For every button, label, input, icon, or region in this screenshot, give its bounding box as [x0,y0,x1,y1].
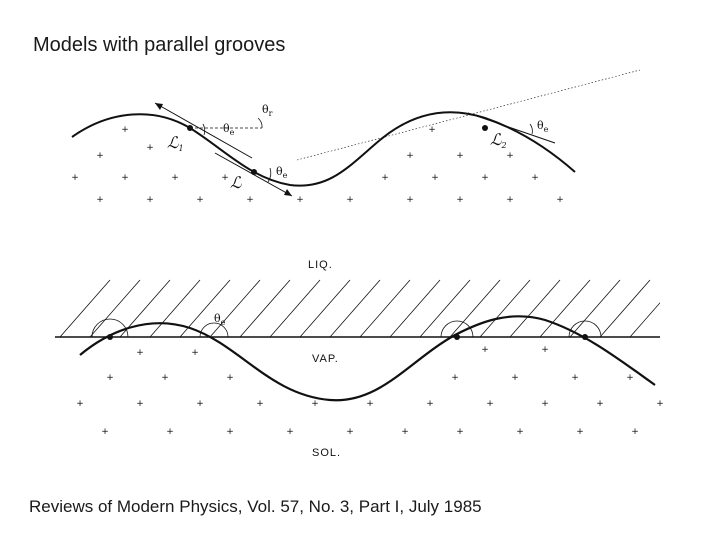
top-panel: θr θe θe θe ℒ1 ℒ ℒ2 + + + + + + + + + + … [71,69,641,205]
svg-text:+: + [246,195,254,205]
svg-text:+: + [556,195,564,205]
svg-text:+: + [96,195,104,205]
svg-text:+: + [101,427,109,437]
contact-point [107,334,113,340]
svg-text:+: + [631,427,639,437]
svg-text:+: + [486,399,494,409]
svg-text:+: + [146,143,154,153]
svg-text:+: + [456,195,464,205]
svg-text:+: + [171,173,179,183]
theta-e-label: θe [214,312,226,327]
svg-text:+: + [161,373,169,383]
svg-text:+: + [596,399,604,409]
svg-text:+: + [541,345,549,355]
liquid-label: LIQ. [308,259,333,271]
svg-text:+: + [76,399,84,409]
svg-text:+: + [346,195,354,205]
top-groove-profile [71,111,576,187]
svg-text:+: + [191,348,199,358]
svg-text:+: + [136,348,144,358]
svg-text:+: + [531,173,539,183]
tangent-l-label: ℒ [230,173,242,192]
svg-text:+: + [481,173,489,183]
tangent-l1-label: ℒ1 [167,133,184,153]
svg-text:+: + [346,427,354,437]
svg-text:+: + [121,173,129,183]
svg-text:+: + [196,195,204,205]
svg-text:+: + [96,151,104,161]
contact-point [251,169,257,175]
svg-text:+: + [226,373,234,383]
bottom-groove-profile [79,315,656,402]
bottom-panel: LIQ. [55,259,664,459]
svg-text:+: + [431,173,439,183]
svg-text:+: + [136,399,144,409]
angle-arc [199,322,229,338]
contact-point [582,334,588,340]
angle-arc [91,318,129,338]
svg-text:+: + [428,125,436,135]
angle-arc [267,167,272,183]
vapor-label: VAP. [312,353,339,365]
slide-title: Models with parallel grooves [33,34,286,56]
theta-e-label: θe [537,119,549,134]
tangent-line-l1 [154,102,253,159]
svg-text:+: + [541,399,549,409]
svg-text:+: + [451,373,459,383]
svg-text:+: + [311,399,319,409]
svg-text:+: + [381,173,389,183]
svg-text:+: + [456,427,464,437]
angle-arc [568,320,602,338]
svg-text:+: + [576,427,584,437]
citation-caption: Reviews of Modern Physics, Vol. 57, No. … [29,497,482,516]
contact-point [482,125,488,131]
svg-text:+: + [296,195,304,205]
bottom-solid-markers: + + + + + + + + + + + + + + + + + + + + … [76,345,664,437]
svg-text:+: + [516,427,524,437]
svg-text:+: + [426,399,434,409]
svg-text:+: + [226,427,234,437]
svg-text:+: + [481,345,489,355]
theta-e-label: θe [223,122,235,137]
svg-text:+: + [571,373,579,383]
svg-text:+: + [146,195,154,205]
top-solid-markers: + + + + + + + + + + + + + + + + + + + + … [71,125,564,205]
theta-r-label: θr [262,103,273,118]
svg-text:+: + [106,373,114,383]
svg-text:+: + [506,195,514,205]
tangent-line-l2 [467,112,556,144]
svg-text:+: + [401,427,409,437]
svg-text:+: + [196,399,204,409]
contact-point [454,334,460,340]
svg-text:+: + [121,125,129,135]
svg-text:+: + [286,427,294,437]
svg-text:+: + [71,173,79,183]
angle-arc [202,123,206,136]
svg-text:+: + [506,151,514,161]
svg-text:+: + [366,399,374,409]
theta-e-label: θe [276,165,288,180]
reflected-ray-line [296,69,641,161]
angle-arc [440,320,474,338]
svg-text:+: + [221,173,229,183]
svg-text:+: + [406,151,414,161]
arrow-head [155,103,163,110]
svg-text:+: + [456,151,464,161]
arrow-head [284,189,292,196]
contact-point [187,125,193,131]
svg-text:+: + [166,427,174,437]
svg-text:+: + [511,373,519,383]
liquid-hatching [60,279,660,337]
svg-text:+: + [656,399,664,409]
tangent-l2-label: ℒ2 [490,130,507,150]
svg-text:+: + [406,195,414,205]
solid-label: SOL. [312,447,341,459]
svg-text:+: + [626,373,634,383]
angle-arc [257,117,263,129]
svg-text:+: + [256,399,264,409]
angle-arc [529,123,533,135]
